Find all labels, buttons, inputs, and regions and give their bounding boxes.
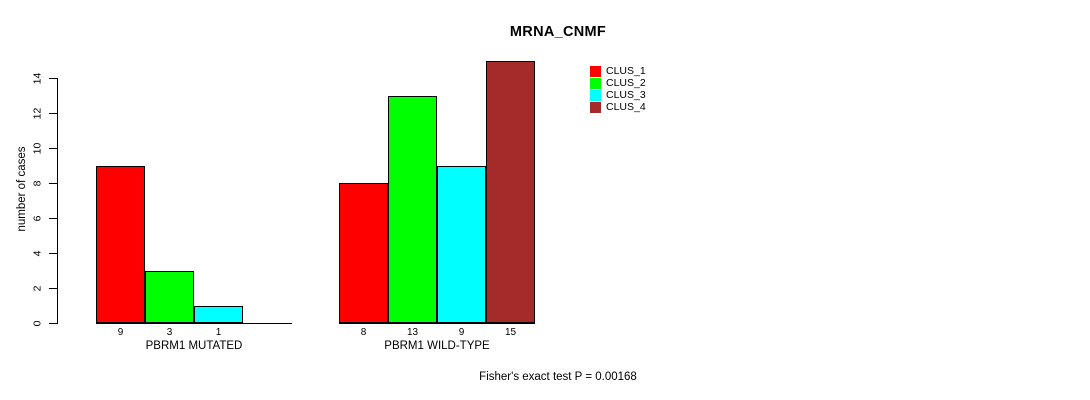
y-tick xyxy=(49,78,57,79)
group-baseline xyxy=(96,323,292,324)
y-tick-label: 8 xyxy=(31,180,44,186)
footnote-pvalue: Fisher's exact test P = 0.00168 xyxy=(479,371,637,383)
legend-swatch-icon xyxy=(590,89,601,101)
y-tick xyxy=(49,253,57,254)
y-tick xyxy=(49,113,57,114)
legend-swatch-icon xyxy=(590,77,601,89)
bar-value-label: 15 xyxy=(504,327,517,338)
bar-value-label: 13 xyxy=(406,327,419,338)
legend-label: CLUS_1 xyxy=(606,64,646,77)
bar-value-label: 9 xyxy=(117,327,124,338)
y-tick xyxy=(49,148,57,149)
bar-clus_1-2 xyxy=(339,183,388,323)
legend-item-clus_3: CLUS_3 xyxy=(590,89,646,101)
y-tick-label: 2 xyxy=(31,285,44,291)
legend-item-clus_2: CLUS_2 xyxy=(590,77,646,89)
bar-clus_4-2 xyxy=(486,60,535,323)
legend-swatch-icon xyxy=(590,65,601,77)
y-axis-label: number of cases xyxy=(16,146,28,232)
y-tick xyxy=(49,183,57,184)
bar-value-label: 8 xyxy=(360,327,367,338)
legend-label: CLUS_3 xyxy=(606,88,646,101)
bar-value-label: 9 xyxy=(458,327,465,338)
legend-label: CLUS_4 xyxy=(606,101,646,114)
y-tick-label: 4 xyxy=(31,250,44,256)
y-axis-line xyxy=(57,78,58,324)
y-tick xyxy=(49,218,57,219)
bar-clus_2-2 xyxy=(388,95,437,323)
legend-swatch-icon xyxy=(590,102,601,114)
group-label: PBRM1 WILD-TYPE xyxy=(384,340,490,352)
group-label: PBRM1 MUTATED xyxy=(145,340,243,352)
y-tick-label: 12 xyxy=(31,107,44,119)
bar-clus_1-1 xyxy=(96,165,145,323)
legend-label: CLUS_2 xyxy=(606,76,646,89)
group-baseline xyxy=(339,323,535,324)
y-tick-label: 14 xyxy=(31,72,44,84)
bar-clus_2-1 xyxy=(145,270,194,323)
y-tick-label: 0 xyxy=(31,320,44,326)
legend-item-clus_1: CLUS_1 xyxy=(590,65,646,77)
y-tick-label: 6 xyxy=(31,215,44,221)
y-tick-label: 10 xyxy=(31,142,44,154)
legend: CLUS_1 CLUS_2 CLUS_3 CLUS_4 xyxy=(590,65,646,114)
bar-clus_3-1 xyxy=(194,305,243,323)
bar-clus_3-2 xyxy=(437,165,486,323)
chart-title: MRNA_CNMF xyxy=(509,24,607,40)
bar-value-label: 1 xyxy=(215,327,222,338)
bar-value-label: 3 xyxy=(166,327,173,338)
y-tick xyxy=(49,323,57,324)
legend-item-clus_4: CLUS_4 xyxy=(590,102,646,114)
y-tick xyxy=(49,288,57,289)
